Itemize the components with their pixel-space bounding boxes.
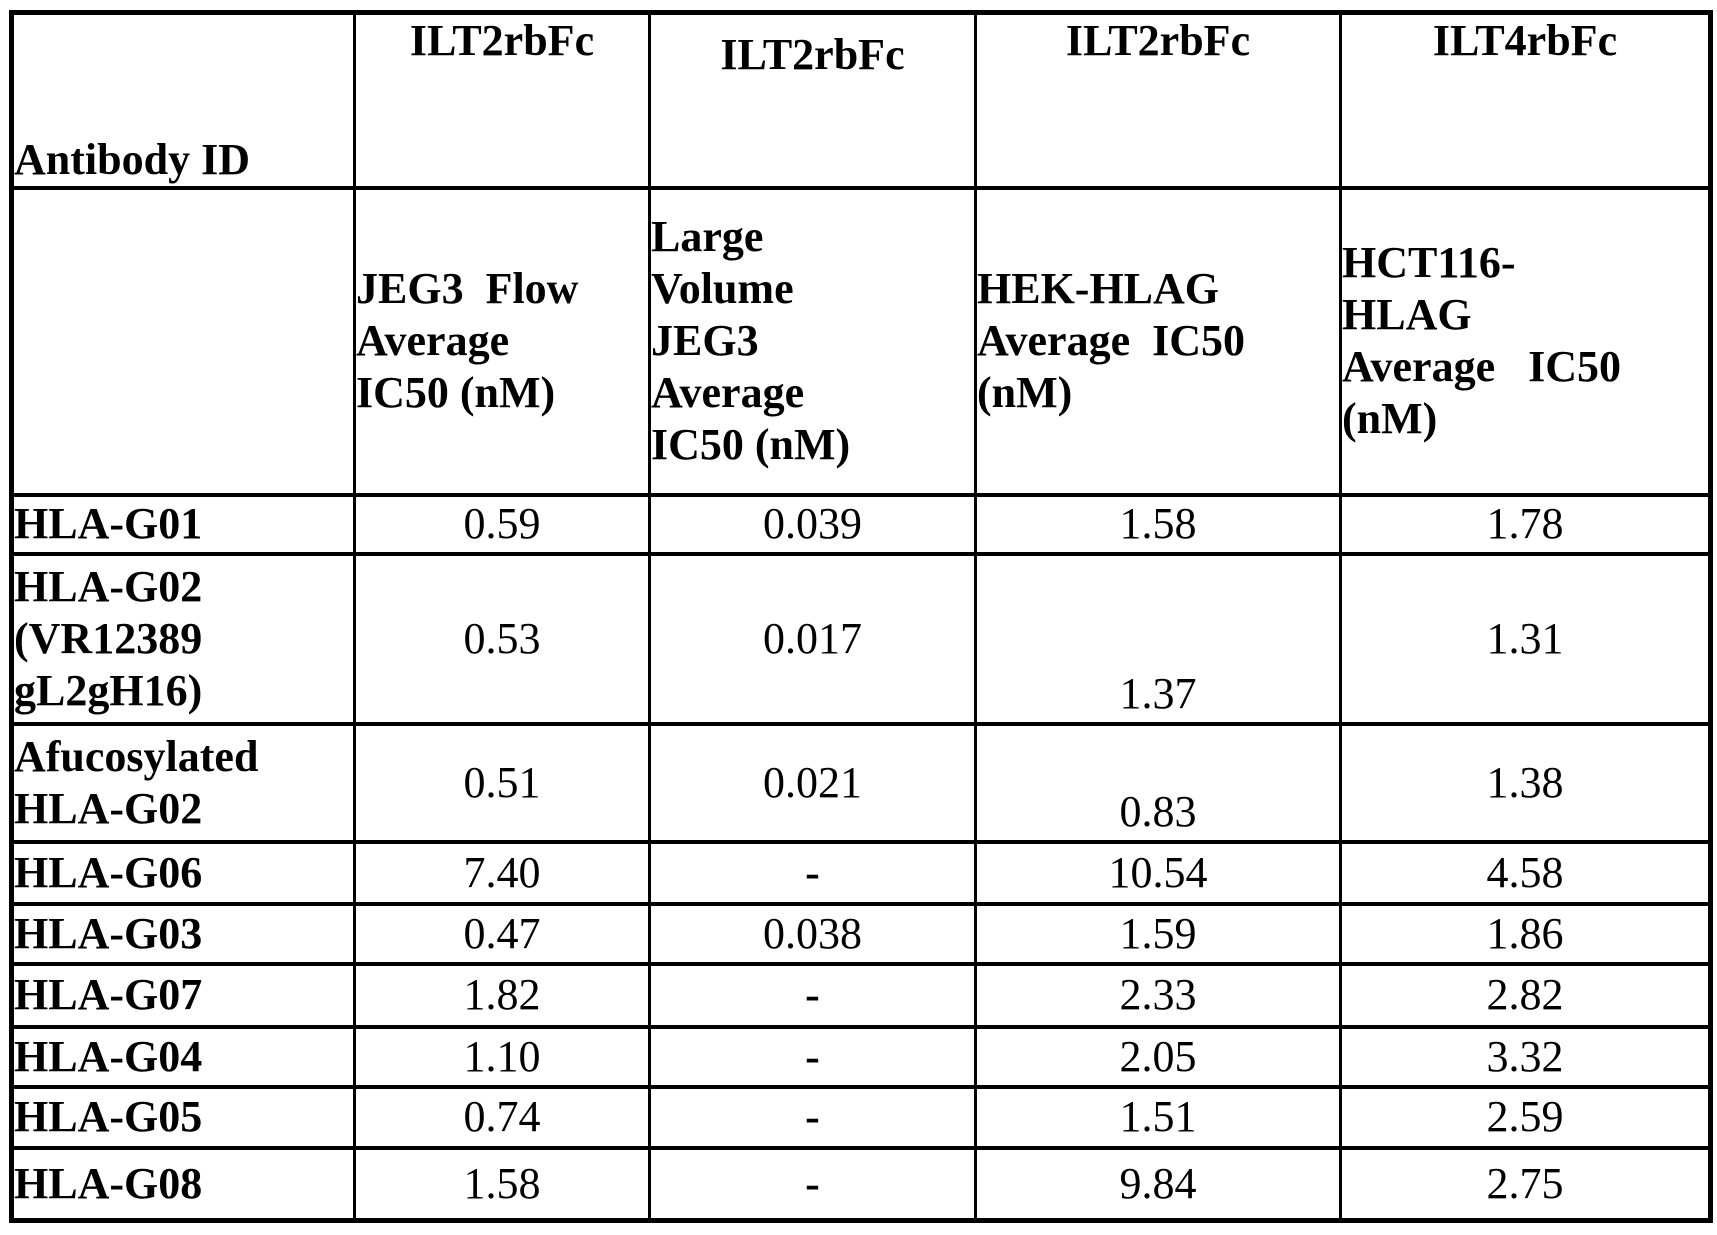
cell-value: 4.58 <box>1339 839 1712 906</box>
receptor-header-ilt4-hct116: ILT4rbFc <box>1339 10 1712 190</box>
row-label: HLA-G04 <box>10 1024 356 1089</box>
cell-value: 9.84 <box>974 1145 1342 1223</box>
cell-value: 0.017 <box>648 551 977 726</box>
table-row: HLA-G02 (VR12389 gL2gH16) 0.53 0.017 1.3… <box>10 551 1712 726</box>
row-label: HLA-G03 <box>10 901 356 966</box>
cell-value: - <box>648 1145 977 1223</box>
table-row: HLA-G07 1.82 - 2.33 2.82 <box>10 961 1712 1029</box>
cell-value: 1.59 <box>974 901 1342 966</box>
cell-value: 0.51 <box>353 721 651 844</box>
cell-value: 0.59 <box>353 492 651 556</box>
cell-value: - <box>648 961 977 1029</box>
table-row: HLA-G05 0.74 - 1.51 2.59 <box>10 1084 1712 1150</box>
empty-header-cell <box>10 185 356 497</box>
cell-value: 1.78 <box>1339 492 1712 556</box>
table-row: HLA-G08 1.58 - 9.84 2.75 <box>10 1145 1712 1223</box>
assay-header-jeg3-flow: JEG3 Flow Average IC50 (nM) <box>353 185 651 497</box>
cell-value: 0.021 <box>648 721 977 844</box>
table-row: HLA-G03 0.47 0.038 1.59 1.86 <box>10 901 1712 966</box>
table-row: HLA-G01 0.59 0.039 1.58 1.78 <box>10 492 1712 556</box>
cell-value: 3.32 <box>1339 1024 1712 1089</box>
table-row: Afucosylated HLA-G02 0.51 0.021 0.83 1.3… <box>10 721 1712 844</box>
cell-value: - <box>648 1084 977 1150</box>
cell-value: 7.40 <box>353 839 651 906</box>
receptor-header-ilt2-jeg3flow: ILT2rbFc <box>353 10 651 190</box>
cell-value: 2.59 <box>1339 1084 1712 1150</box>
cell-value: 2.75 <box>1339 1145 1712 1223</box>
cell-value: 2.33 <box>974 961 1342 1029</box>
cell-value: 1.82 <box>353 961 651 1029</box>
header-row-assays: JEG3 Flow Average IC50 (nM) Large Volume… <box>10 185 1712 497</box>
row-label: Afucosylated HLA-G02 <box>10 721 356 844</box>
row-label: HLA-G01 <box>10 492 356 556</box>
antibody-id-header-cell: Antibody ID <box>10 10 356 190</box>
cell-value: 10.54 <box>974 839 1342 906</box>
cell-value: 0.47 <box>353 901 651 966</box>
cell-value: 1.86 <box>1339 901 1712 966</box>
cell-value: 0.53 <box>353 551 651 726</box>
row-label: HLA-G02 (VR12389 gL2gH16) <box>10 551 356 726</box>
cell-value: 1.38 <box>1339 721 1712 844</box>
cell-value: 0.039 <box>648 492 977 556</box>
cell-value: 1.58 <box>974 492 1342 556</box>
assay-header-hct116-hlag: HCT116- HLAG Average IC50 (nM) <box>1339 185 1712 497</box>
table-row: HLA-G06 7.40 - 10.54 4.58 <box>10 839 1712 906</box>
cell-value: 2.05 <box>974 1024 1342 1089</box>
ic50-table: Antibody ID ILT2rbFc ILT2rbFc ILT2rbFc I… <box>9 10 1713 1223</box>
cell-value: 0.74 <box>353 1084 651 1150</box>
header-row-receptors: Antibody ID ILT2rbFc ILT2rbFc ILT2rbFc I… <box>10 10 1712 190</box>
cell-value: 2.82 <box>1339 961 1712 1029</box>
cell-value: - <box>648 839 977 906</box>
cell-value: 1.51 <box>974 1084 1342 1150</box>
row-label: HLA-G08 <box>10 1145 356 1223</box>
cell-value: 1.31 <box>1339 551 1712 726</box>
cell-value: - <box>648 1024 977 1089</box>
row-label: HLA-G07 <box>10 961 356 1029</box>
assay-header-large-volume-jeg3: Large Volume JEG3 Average IC50 (nM) <box>648 185 977 497</box>
receptor-header-ilt2-hek: ILT2rbFc <box>974 10 1342 190</box>
assay-header-hek-hlag: HEK-HLAG Average IC50 (nM) <box>974 185 1342 497</box>
row-label: HLA-G06 <box>10 839 356 906</box>
row-label: HLA-G05 <box>10 1084 356 1150</box>
cell-value: 1.10 <box>353 1024 651 1089</box>
cell-value: 0.83 <box>974 721 1342 844</box>
cell-value: 0.038 <box>648 901 977 966</box>
table-row: HLA-G04 1.10 - 2.05 3.32 <box>10 1024 1712 1089</box>
cell-value: 1.37 <box>974 551 1342 726</box>
receptor-header-ilt2-largevolume: ILT2rbFc <box>648 10 977 190</box>
cell-value: 1.58 <box>353 1145 651 1223</box>
